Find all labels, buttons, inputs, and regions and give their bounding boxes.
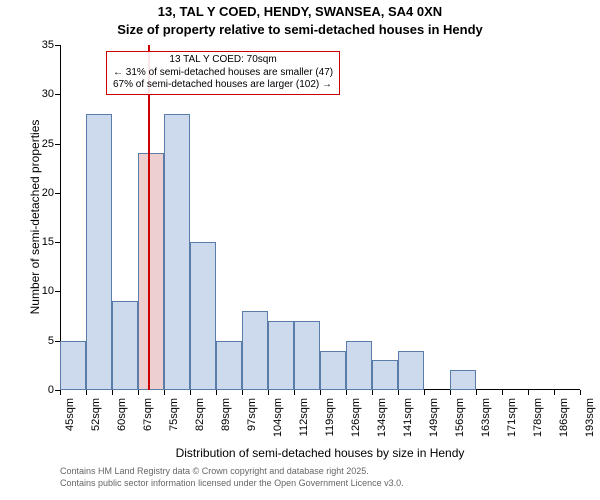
x-tick-label: 75sqm	[168, 398, 180, 438]
y-axis-line	[60, 45, 61, 390]
bar	[398, 351, 424, 390]
x-tick-mark	[320, 390, 321, 395]
bar	[450, 370, 476, 390]
y-tick-mark	[55, 242, 60, 243]
x-tick-label: 126sqm	[350, 398, 362, 438]
y-tick-label: 20	[26, 187, 54, 199]
x-axis-label: Distribution of semi-detached houses by …	[60, 446, 580, 460]
x-tick-mark	[268, 390, 269, 395]
x-tick-mark	[502, 390, 503, 395]
y-tick-label: 5	[26, 335, 54, 347]
x-tick-label: 163sqm	[480, 398, 492, 438]
y-axis-label: Number of semi-detached properties	[28, 92, 42, 342]
x-tick-label: 89sqm	[220, 398, 232, 438]
x-tick-mark	[372, 390, 373, 395]
y-tick-label: 15	[26, 236, 54, 248]
y-tick-mark	[55, 94, 60, 95]
bar	[216, 341, 242, 390]
x-tick-label: 67sqm	[142, 398, 154, 438]
y-tick-mark	[55, 45, 60, 46]
annotation-box: 13 TAL Y COED: 70sqm ← 31% of semi-detac…	[106, 51, 340, 95]
x-tick-mark	[346, 390, 347, 395]
y-tick-mark	[55, 144, 60, 145]
x-tick-label: 104sqm	[272, 398, 284, 438]
y-tick-label: 35	[26, 39, 54, 51]
y-tick-label: 25	[26, 138, 54, 150]
bar	[294, 321, 320, 390]
chart-title-line2: Size of property relative to semi-detach…	[0, 22, 600, 37]
y-tick-mark	[55, 193, 60, 194]
x-tick-mark	[424, 390, 425, 395]
x-tick-label: 171sqm	[506, 398, 518, 438]
x-tick-mark	[528, 390, 529, 395]
x-tick-label: 149sqm	[428, 398, 440, 438]
x-tick-label: 134sqm	[376, 398, 388, 438]
y-tick-label: 0	[26, 384, 54, 396]
chart-container: 13, TAL Y COED, HENDY, SWANSEA, SA4 0XN …	[0, 0, 600, 500]
bar	[86, 114, 112, 390]
y-tick-label: 10	[26, 285, 54, 297]
annotation-line2: ← 31% of semi-detached houses are smalle…	[113, 67, 333, 80]
x-tick-label: 45sqm	[64, 398, 76, 438]
x-tick-label: 97sqm	[246, 398, 258, 438]
plot-area	[60, 45, 580, 390]
x-tick-label: 119sqm	[324, 398, 336, 438]
bar	[268, 321, 294, 390]
annotation-line3: 67% of semi-detached houses are larger (…	[113, 79, 333, 92]
x-tick-mark	[294, 390, 295, 395]
chart-title-line1: 13, TAL Y COED, HENDY, SWANSEA, SA4 0XN	[0, 4, 600, 19]
x-tick-mark	[216, 390, 217, 395]
x-tick-mark	[190, 390, 191, 395]
x-tick-label: 178sqm	[532, 398, 544, 438]
bar-highlight	[138, 153, 164, 390]
x-tick-mark	[476, 390, 477, 395]
x-tick-label: 112sqm	[298, 398, 310, 438]
bar	[190, 242, 216, 390]
y-tick-label: 30	[26, 88, 54, 100]
x-tick-mark	[450, 390, 451, 395]
x-tick-mark	[398, 390, 399, 395]
bar	[60, 341, 86, 390]
x-tick-mark	[164, 390, 165, 395]
x-tick-mark	[60, 390, 61, 395]
footer-line2: Contains public sector information licen…	[60, 478, 404, 490]
bar	[242, 311, 268, 390]
bar	[112, 301, 138, 390]
x-tick-mark	[580, 390, 581, 395]
x-tick-mark	[554, 390, 555, 395]
x-tick-mark	[138, 390, 139, 395]
x-tick-label: 186sqm	[558, 398, 570, 438]
x-tick-label: 193sqm	[584, 398, 596, 438]
x-tick-label: 156sqm	[454, 398, 466, 438]
x-tick-mark	[242, 390, 243, 395]
footer-line1: Contains HM Land Registry data © Crown c…	[60, 466, 404, 478]
annotation-line1: 13 TAL Y COED: 70sqm	[113, 54, 333, 67]
x-tick-label: 141sqm	[402, 398, 414, 438]
footer-text: Contains HM Land Registry data © Crown c…	[60, 466, 404, 489]
x-tick-mark	[112, 390, 113, 395]
bar	[346, 341, 372, 390]
x-tick-label: 52sqm	[90, 398, 102, 438]
x-tick-label: 60sqm	[116, 398, 128, 438]
y-tick-mark	[55, 291, 60, 292]
highlight-vertical-line	[148, 45, 150, 390]
x-tick-label: 82sqm	[194, 398, 206, 438]
bar	[164, 114, 190, 390]
x-tick-mark	[86, 390, 87, 395]
bar	[372, 360, 398, 390]
bar	[320, 351, 346, 390]
